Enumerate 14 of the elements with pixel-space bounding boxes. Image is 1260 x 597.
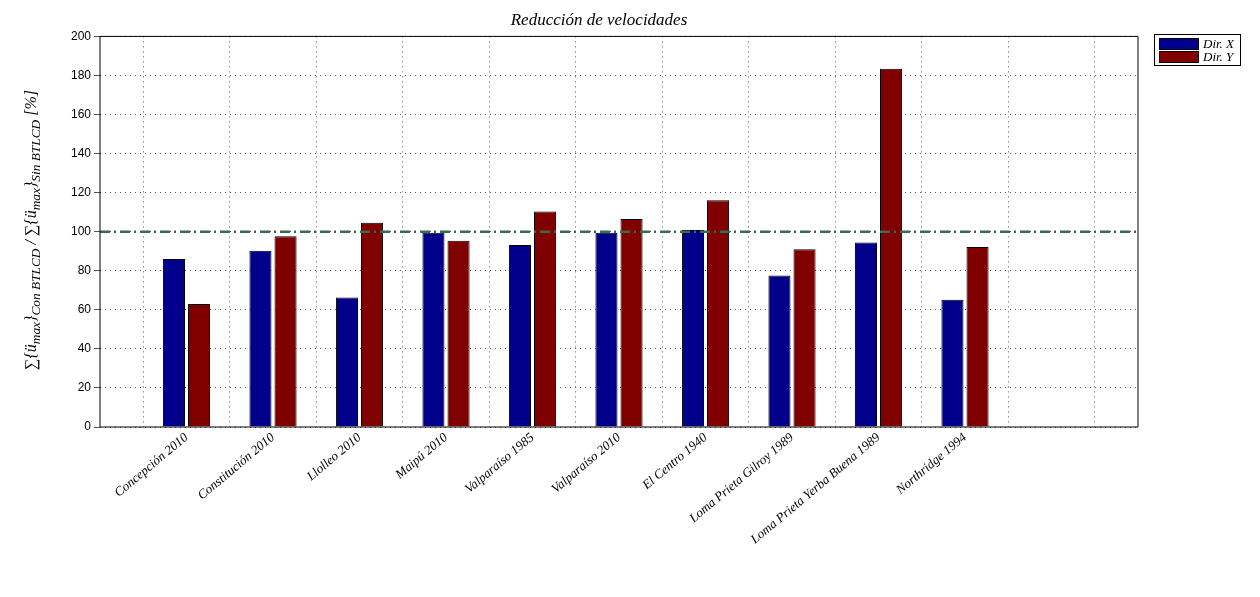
y-tick-label: 80: [77, 263, 92, 278]
y-tick-label: 160: [70, 106, 92, 121]
y-tick-label: 100: [70, 224, 92, 239]
y-tick-label: 40: [77, 341, 92, 356]
y-tick-label: 200: [70, 28, 92, 43]
y-tick-label: 140: [70, 145, 92, 160]
y-tick-label: 120: [70, 184, 92, 199]
y-tick-label: 60: [77, 302, 92, 317]
y-tick-label: 20: [77, 380, 92, 395]
chart-title: Reducción de velocidades: [509, 9, 688, 29]
y-tick-label: 0: [84, 419, 92, 434]
legend-label: Dir. X: [1203, 36, 1235, 51]
y-tick-label: 180: [70, 67, 92, 82]
legend-label: Dir. Y: [1203, 49, 1234, 64]
